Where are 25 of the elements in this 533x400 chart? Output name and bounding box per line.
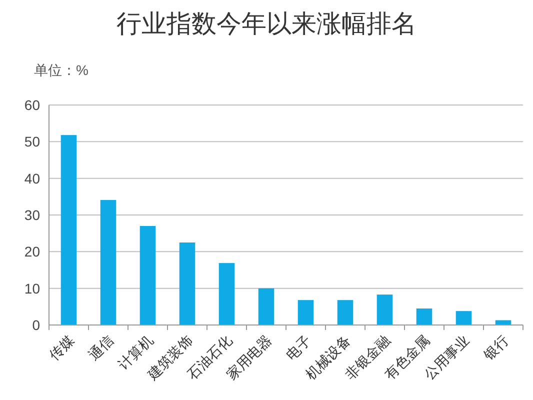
bar — [376, 294, 393, 325]
x-tick-label: 传媒 — [46, 332, 77, 363]
y-tick-label: 0 — [32, 317, 40, 333]
y-tick-label: 60 — [24, 97, 40, 113]
bar — [456, 311, 472, 325]
bar — [140, 226, 156, 325]
y-tick-label: 40 — [24, 170, 40, 186]
x-tick-label: 电子 — [282, 332, 314, 363]
chart-title: 行业指数今年以来涨幅排名 — [116, 10, 416, 38]
y-tick-label: 30 — [24, 207, 40, 223]
bar — [60, 135, 77, 325]
x-tick-label: 通信 — [85, 332, 116, 363]
x-tick-label: 银行 — [480, 332, 512, 364]
chart-subtitle: 单位：% — [34, 62, 88, 78]
y-tick-label: 20 — [24, 244, 40, 260]
bar — [218, 263, 235, 325]
bar — [298, 300, 314, 325]
bar — [100, 200, 116, 325]
bar — [258, 288, 274, 325]
y-tick-label: 50 — [24, 134, 40, 150]
bar — [179, 242, 196, 325]
bar — [337, 300, 354, 325]
bar — [416, 308, 432, 325]
y-tick-label: 10 — [24, 280, 40, 296]
bar — [495, 320, 512, 325]
